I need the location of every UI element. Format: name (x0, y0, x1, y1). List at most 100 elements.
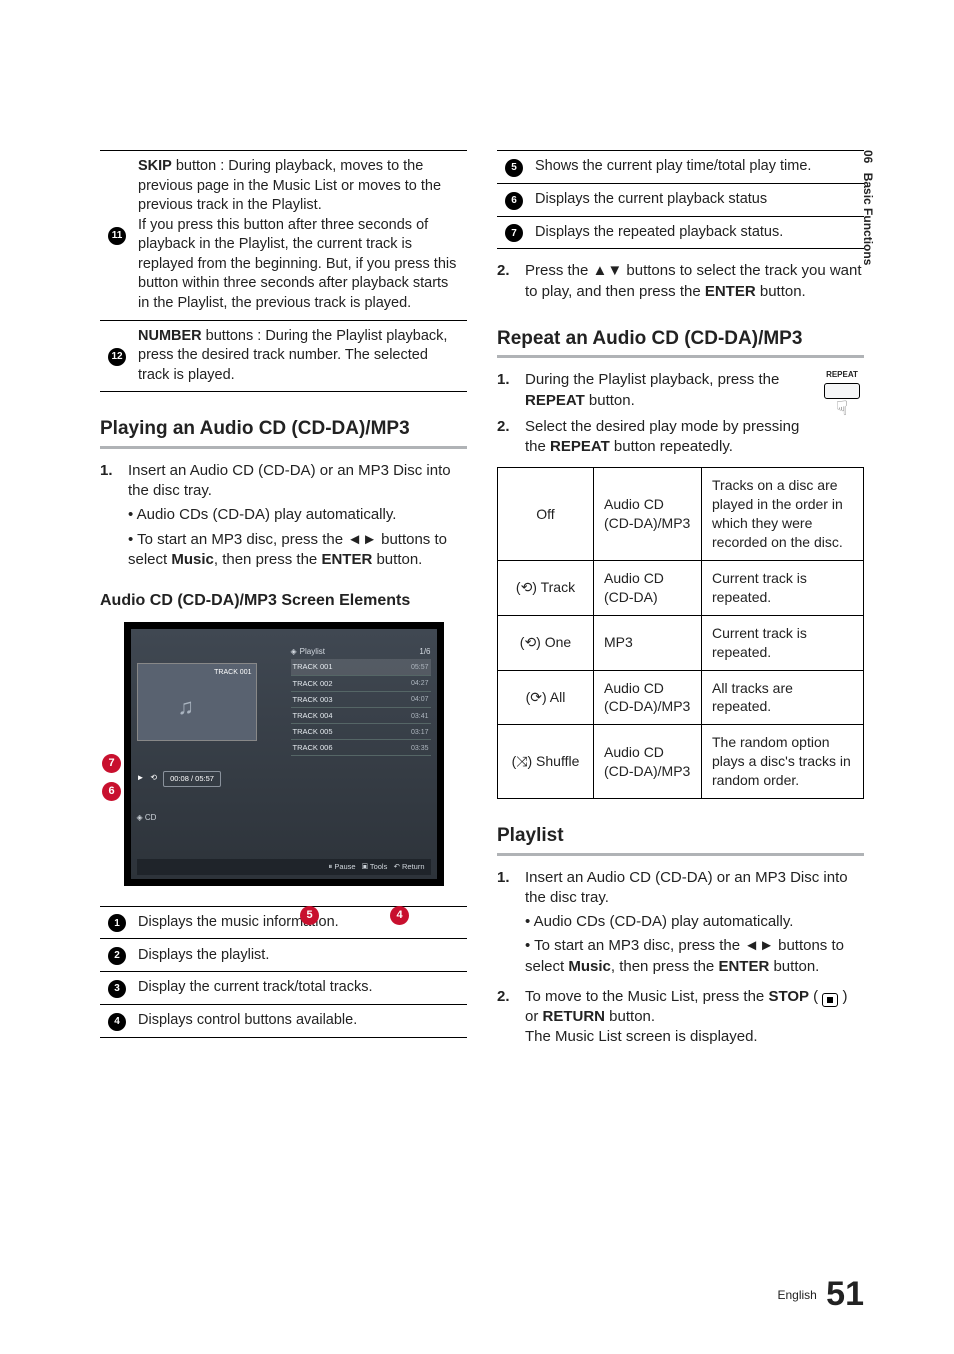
legend-number-icon: 6 (505, 192, 523, 210)
step-number: 1. (100, 461, 118, 574)
left-column: 11 SKIP button : During playback, moves t… (100, 150, 467, 1058)
now-playing-track: TRACK 001 (214, 668, 251, 677)
repeat-mode-applies: Audio CD (CD-DA) (594, 560, 702, 615)
chapter-title: Basic Functions (861, 173, 875, 266)
playlist-track-row: TRACK 00403:41 (291, 708, 431, 724)
bullet: Audio CDs (CD-DA) play automatically. (525, 912, 864, 932)
music-note-icon: ♫ (178, 692, 195, 722)
playlist-label: Playlist (300, 647, 325, 658)
playlist-track-row: TRACK 00304:07 (291, 692, 431, 708)
legend-text: Displays control buttons available. (134, 1004, 467, 1037)
legend-number-icon: 7 (505, 224, 523, 242)
page-footer: English 51 (777, 1272, 864, 1318)
legend-number-icon: 1 (108, 914, 126, 932)
play-icon: ► (137, 773, 145, 784)
step-1: 1. Insert an Audio CD (CD-DA) or an MP3 … (100, 461, 467, 574)
bullet: To start an MP3 disc, press the ◄► butto… (128, 530, 467, 571)
step-text: Insert an Audio CD (CD-DA) or an MP3 Dis… (525, 869, 848, 906)
playlist-track-row: TRACK 00603:35 (291, 740, 431, 756)
repeat-key-icon (824, 383, 860, 399)
step-2: 2.Select the desired play mode by pressi… (497, 417, 812, 458)
section-rule (497, 853, 864, 856)
repeat-mode-icon: (⟳) (526, 689, 547, 705)
step-1: 1.During the Playlist playback, press th… (497, 370, 812, 411)
repeat-mode-icon: (⟲) (520, 634, 541, 650)
repeat-mode-applies: Audio CD (CD-DA)/MP3 (594, 670, 702, 725)
tools-hint: ▣ Tools (362, 862, 387, 871)
repeat-modes-table: OffAudio CD (CD-DA)/MP3Tracks on a disc … (497, 467, 864, 799)
repeat-mode-applies: Audio CD (CD-DA)/MP3 (594, 725, 702, 799)
callout-marker: 4 (390, 904, 409, 925)
legend-text: NUMBER buttons : During the Playlist pla… (134, 320, 467, 392)
legend-text: SKIP button : During playback, moves to … (134, 151, 467, 321)
playlist-track-row: TRACK 00105:57 (291, 659, 431, 675)
legend-number-icon: 2 (108, 947, 126, 965)
step-1: 1. Insert an Audio CD (CD-DA) or an MP3 … (497, 868, 864, 981)
step-text: Press the ▲▼ buttons to select the track… (525, 262, 862, 299)
repeat-mode-desc: Current track is repeated. (702, 560, 864, 615)
media-label: CD (145, 813, 157, 822)
repeat-mode-icon: (⟲) (516, 579, 537, 595)
return-hint: ↶ Return (394, 862, 425, 871)
legend-text: Shows the current play time/total play t… (531, 151, 864, 184)
step-text: Insert an Audio CD (CD-DA) or an MP3 Dis… (128, 462, 451, 499)
callout-marker: 6 (102, 780, 121, 801)
step-2: 2. To move to the Music List, press the … (497, 987, 864, 1048)
repeat-button-label: REPEAT (820, 370, 864, 381)
repeat-mode-row: (⟳) AllAudio CD (CD-DA)/MP3All tracks ar… (498, 670, 864, 725)
section-heading-playlist: Playlist (497, 823, 864, 849)
button-legend-upper: 11 SKIP button : During playback, moves t… (100, 150, 467, 392)
bullet: Audio CDs (CD-DA) play automatically. (128, 505, 467, 525)
track-thumbnail: TRACK 001 ♫ (137, 663, 257, 741)
section-rule (497, 355, 864, 358)
page-number: 51 (826, 1275, 864, 1313)
legend-text: Displays the playlist. (134, 939, 467, 972)
section-rule (100, 446, 467, 449)
step-number: 2. (497, 261, 515, 302)
pause-hint: ⏸ Pause (328, 862, 355, 871)
repeat-mode-desc: Tracks on a disc are played in the order… (702, 468, 864, 561)
repeat-mode-desc: Current track is repeated. (702, 615, 864, 670)
subsection-heading: Audio CD (CD-DA)/MP3 Screen Elements (100, 590, 467, 612)
footer-language: English (777, 1288, 816, 1302)
playlist-icon: ◈ (291, 647, 297, 658)
step-text: Select the desired play mode by pressing… (525, 418, 799, 455)
repeat-mode-applies: Audio CD (CD-DA)/MP3 (594, 468, 702, 561)
step-2: 2. Press the ▲▼ buttons to select the tr… (497, 261, 864, 302)
time-display: 00:08 / 05:57 (163, 771, 221, 787)
repeat-status-icon: ⟲ (150, 773, 157, 784)
legend-number-icon: 12 (108, 348, 126, 366)
callout-marker: 5 (300, 904, 319, 925)
section-heading-repeat: Repeat an Audio CD (CD-DA)/MP3 (497, 326, 864, 352)
bullet: To start an MP3 disc, press the ◄► butto… (525, 936, 864, 977)
repeat-mode-desc: The random option plays a disc's tracks … (702, 725, 864, 799)
repeat-mode-row: (⟲) TrackAudio CD (CD-DA)Current track i… (498, 560, 864, 615)
stop-icon (822, 993, 838, 1007)
side-tab: 06 Basic Functions (860, 150, 876, 265)
legend-number-icon: 11 (108, 227, 126, 245)
media-icon: ◈ (137, 813, 145, 822)
screen-element-legend: 1Displays the music information.2Display… (100, 906, 467, 1038)
step-text: To move to the Music List, press the STO… (525, 987, 864, 1048)
repeat-mode-row: (⤨) ShuffleAudio CD (CD-DA)/MP3The rando… (498, 725, 864, 799)
section-heading-playing: Playing an Audio CD (CD-DA)/MP3 (100, 416, 467, 442)
repeat-mode-icon: (⤨) (512, 753, 533, 769)
repeat-mode-desc: All tracks are repeated. (702, 670, 864, 725)
callout-marker: 7 (102, 752, 121, 773)
playlist-track-row: TRACK 00204:27 (291, 676, 431, 692)
repeat-button-illustration: REPEAT ☟ (820, 370, 864, 419)
legend-number-icon: 4 (108, 1013, 126, 1031)
screen-diagram: 1234567 TRACK 001 ♫ ► ⟲ 00:08 / 05:57 ◈ (100, 622, 467, 886)
legend-text: Display the current track/total tracks. (134, 972, 467, 1005)
repeat-mode-applies: MP3 (594, 615, 702, 670)
track-count: 1/6 (419, 647, 430, 658)
repeat-mode-row: OffAudio CD (CD-DA)/MP3Tracks on a disc … (498, 468, 864, 561)
chapter-number: 06 (861, 150, 875, 163)
playlist-track-row: TRACK 00503:17 (291, 724, 431, 740)
legend-number-icon: 5 (505, 159, 523, 177)
legend-text: Displays the current playback status (531, 183, 864, 216)
hand-pointer-icon: ☟ (820, 399, 864, 419)
repeat-mode-row: (⟲) OneMP3Current track is repeated. (498, 615, 864, 670)
right-column: 5 Shows the current play time/total play … (497, 150, 864, 1058)
step-text: During the Playlist playback, press the … (525, 371, 779, 408)
